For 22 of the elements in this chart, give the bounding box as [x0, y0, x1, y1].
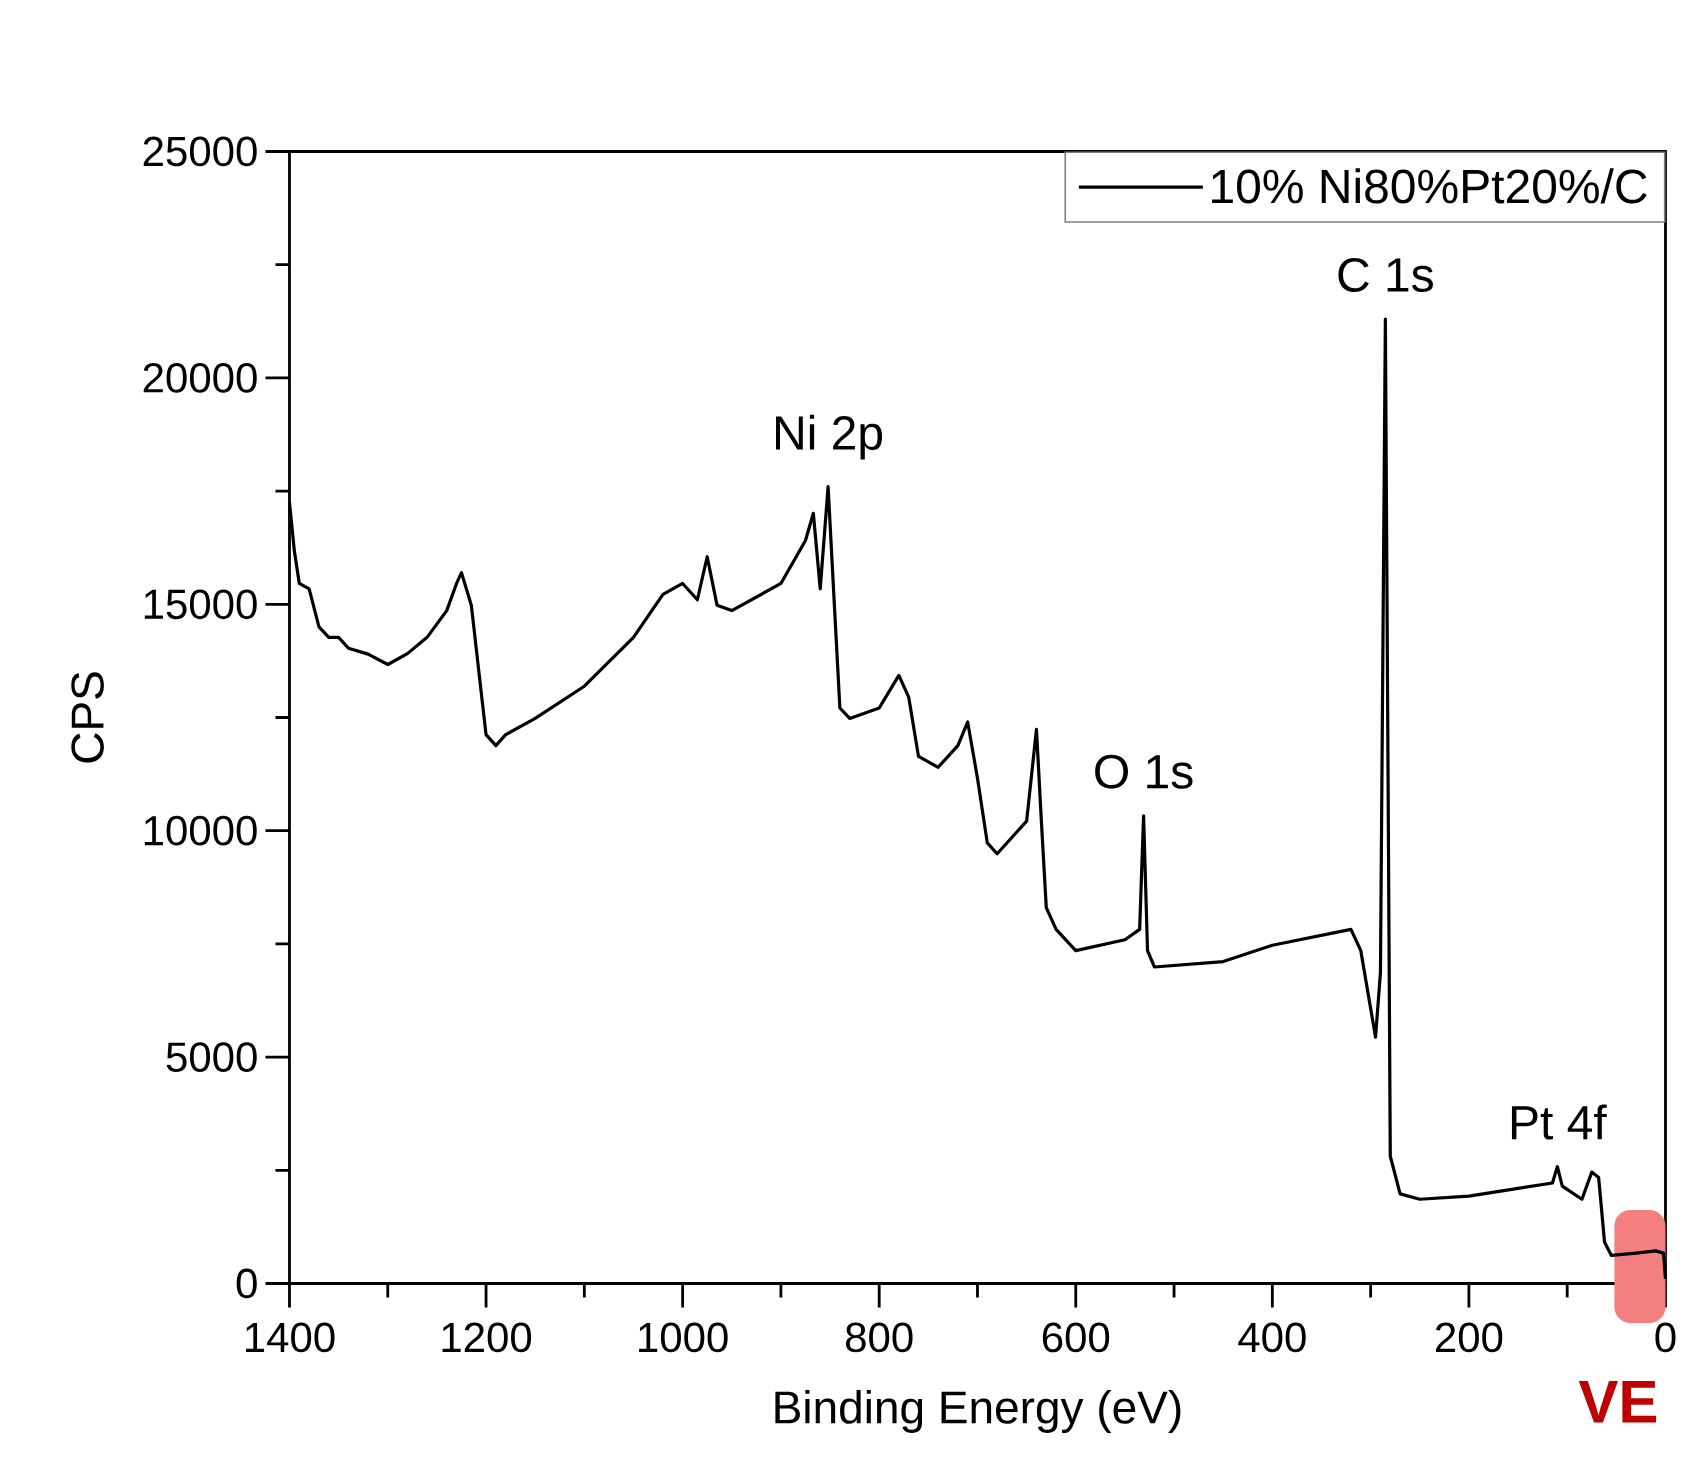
- y-tick-label: 25000: [143, 136, 257, 167]
- y-tick-label: 0: [236, 1268, 257, 1299]
- x-tick-label: 1000: [639, 1322, 728, 1353]
- x-tick-label: 1200: [442, 1322, 532, 1353]
- y-axis-title: CPS: [71, 672, 104, 763]
- x-tick-label: 200: [1435, 1322, 1503, 1353]
- band-label: VE: [1578, 1381, 1657, 1423]
- legend-label: 10% Ni80%Pt20%/C: [1212, 168, 1647, 204]
- x-tick-label: 800: [845, 1322, 913, 1353]
- annotation: C 1s: [1338, 257, 1433, 292]
- x-tick-label: 0: [1655, 1322, 1676, 1353]
- annotation: Ni 2p: [776, 414, 883, 460]
- y-tick-label: 10000: [144, 815, 257, 846]
- x-tick-label: 1400: [245, 1322, 335, 1353]
- x-tick-label: 600: [1042, 1322, 1110, 1353]
- y-tick-label: 20000: [143, 363, 257, 393]
- x-tick-label: 400: [1238, 1322, 1306, 1353]
- annotation: O 1s: [1095, 754, 1193, 789]
- x-axis-title: Binding Energy (eV): [775, 1390, 1181, 1433]
- y-tick-label: 15000: [144, 589, 257, 620]
- y-tick-label: 5000: [166, 1042, 257, 1072]
- annotation: Pt 4f: [1511, 1104, 1607, 1140]
